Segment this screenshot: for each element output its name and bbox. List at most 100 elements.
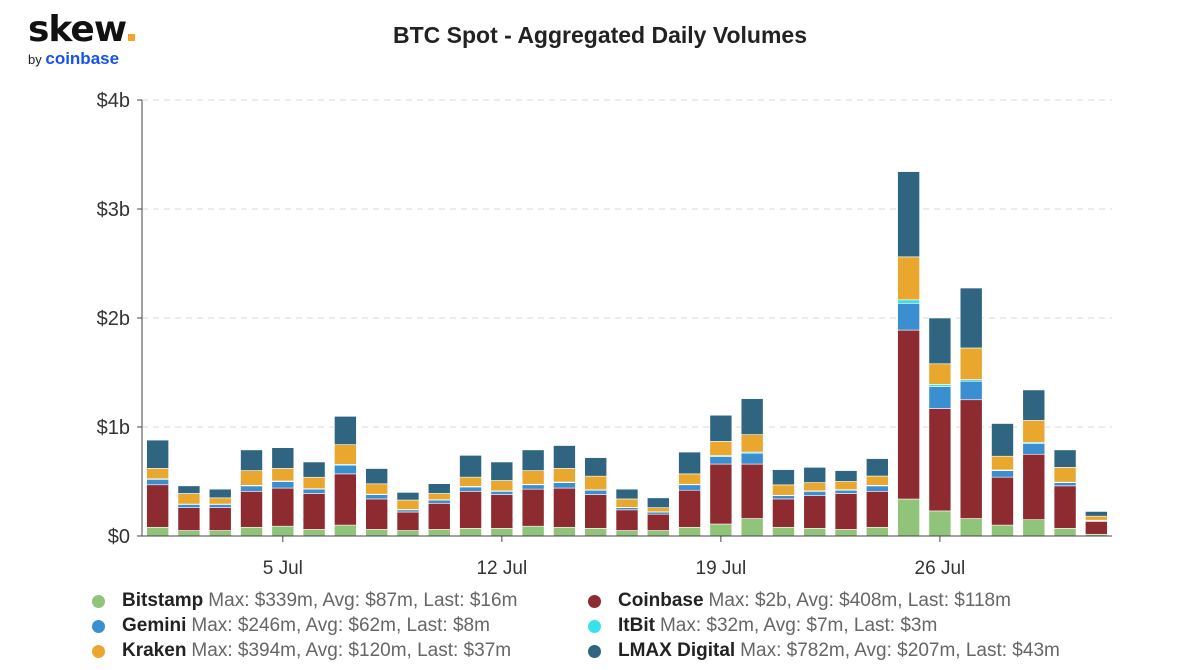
bar-segment-coinbase <box>1022 453 1046 520</box>
legend-series-stats: Max: $32m, Avg: $7m, Last: $3m <box>659 615 938 636</box>
bar-segment-kraken <box>866 475 889 486</box>
x-tick-label: 19 Jul <box>696 558 747 579</box>
bar-segment-gemini <box>772 495 795 500</box>
bar-segment-gemini <box>928 386 952 409</box>
y-tick-label: $1b <box>97 417 130 439</box>
bar-segment-kraken <box>928 363 952 385</box>
bar-segment-kraken <box>553 468 576 483</box>
bar-segment-coinbase <box>1053 485 1077 529</box>
bar-segment-gemini <box>803 491 827 496</box>
bar-segment-gemini <box>240 485 263 492</box>
bar-segment-lmax-digital <box>521 449 545 471</box>
legend-series-stats: Max: $339m, Avg: $87m, Last: $16m <box>208 590 518 611</box>
bar-segment-bitstamp <box>553 526 576 537</box>
bar-stack <box>490 461 514 537</box>
bar-segment-bitstamp <box>584 528 608 537</box>
bar-segment-coinbase <box>1085 521 1108 535</box>
bar-segment-kraken <box>615 498 639 508</box>
bar-segment-bitstamp <box>1022 519 1046 537</box>
bar-segment-kraken <box>740 434 764 453</box>
bar-stack <box>991 423 1014 537</box>
bar-segment-bitstamp <box>834 529 858 537</box>
legend-item-coinbase[interactable]: Coinbase Max: $2b, Avg: $408m, Last: $118… <box>588 590 1011 612</box>
bar-stack <box>803 467 827 537</box>
bar-segment-gemini <box>834 489 858 494</box>
bar-segment-bitstamp <box>1053 528 1077 537</box>
bar-segment-coinbase <box>490 494 514 529</box>
bar-segment-kraken <box>521 470 545 485</box>
bar-segment-kraken <box>240 470 263 486</box>
y-axis-ticks: $0 $1b $2b $3b $4b <box>97 90 142 548</box>
bar-segment-kraken <box>1022 420 1046 443</box>
bar-stack <box>177 485 201 537</box>
chart-title: BTC Spot - Aggregated Daily Volumes <box>392 22 808 48</box>
legend-series-name: LMAX Digital <box>618 640 736 661</box>
legend-item-kraken[interactable]: Kraken Max: $394m, Avg: $120m, Last: $37m <box>92 640 511 662</box>
bar-stack <box>302 461 326 537</box>
bar-stack <box>615 488 639 537</box>
bar-segment-lmax-digital <box>772 469 795 486</box>
bar-stack <box>772 469 795 537</box>
legend-swatch-icon <box>92 594 105 608</box>
bar-segment-lmax-digital <box>709 414 733 442</box>
bar-segment-lmax-digital <box>427 483 451 494</box>
bar-segment-bitstamp <box>459 528 482 537</box>
bar-segment-kraken <box>302 476 326 489</box>
bar-segment-lmax-digital <box>678 451 701 475</box>
bar-segment-coinbase <box>834 493 858 530</box>
bar-segment-lmax-digital <box>553 445 576 469</box>
bar-segment-lmax-digital <box>1053 449 1077 468</box>
bar-segment-coinbase <box>678 489 701 528</box>
bar-stack <box>334 416 357 537</box>
x-tick-label: 26 Jul <box>915 558 966 579</box>
bar-stack <box>897 171 920 537</box>
bar-segment-coinbase <box>271 487 295 527</box>
bar-stack <box>678 451 701 537</box>
bar-segment-lmax-digital <box>834 470 858 482</box>
bar-segment-kraken <box>772 484 795 496</box>
legend-series-stats: Max: $394m, Avg: $120m, Last: $37m <box>191 640 512 661</box>
bar-segment-bitstamp <box>897 498 920 537</box>
bar-segment-lmax-digital <box>897 171 920 258</box>
bar-stack <box>146 439 169 537</box>
legend-swatch-icon <box>92 619 105 633</box>
bar-segment-gemini <box>427 499 451 504</box>
bar-segment-lmax-digital <box>240 449 263 471</box>
bar-segment-lmax-digital <box>208 488 232 499</box>
bar-segment-kraken <box>678 473 701 485</box>
legend-item-itbit[interactable]: ItBit Max: $32m, Avg: $7m, Last: $3m <box>588 615 937 637</box>
bar-chart: $0 $1b $2b $3b $4b 5 Jul 12 Jul 19 Jul 26 Jul <box>97 90 1112 579</box>
legend-item-gemini[interactable]: Gemini Max: $246m, Avg: $62m, Last: $8m <box>92 615 490 637</box>
bar-segment-gemini <box>553 482 576 489</box>
bar-segment-coinbase <box>396 511 420 531</box>
bar-segment-coinbase <box>584 494 608 529</box>
legend-series-stats: Max: $246m, Avg: $62m, Last: $8m <box>191 615 490 636</box>
bar-segment-kraken <box>396 499 420 510</box>
bar-segment-kraken <box>897 256 920 301</box>
bar-segment-kraken <box>427 493 451 501</box>
bar-stack <box>427 483 451 537</box>
bar-segment-bitstamp <box>521 525 545 537</box>
bar-segment-kraken <box>146 468 169 480</box>
bar-segment-gemini <box>866 485 889 492</box>
bar-segment-gemini <box>646 511 670 515</box>
skew-wordmark: skew <box>28 12 136 48</box>
bar-segment-kraken <box>365 483 388 495</box>
bar-segment-gemini <box>709 456 733 465</box>
bar-segment-lmax-digital <box>490 461 514 481</box>
legend-series-name: Coinbase <box>618 590 704 611</box>
bar-segment-coinbase <box>365 498 388 530</box>
bar-segment-bitstamp <box>177 530 201 537</box>
bar-segment-coinbase <box>928 408 952 512</box>
bar-segment-gemini <box>740 452 764 465</box>
legend-item-bitstamp[interactable]: Bitstamp Max: $339m, Avg: $87m, Last: $16… <box>92 590 517 612</box>
bar-segment-gemini <box>396 509 420 513</box>
legend-item-lmax-digital[interactable]: LMAX Digital Max: $782m, Avg: $207m, Last… <box>588 640 1060 662</box>
bar-segment-lmax-digital <box>991 423 1014 457</box>
bar-stack <box>1053 449 1077 537</box>
bar-segment-kraken <box>991 455 1014 471</box>
bar-segment-lmax-digital <box>271 447 295 469</box>
bar-segment-kraken <box>709 441 733 456</box>
bar-stack <box>240 449 263 537</box>
bar-segment-bitstamp <box>959 518 983 537</box>
